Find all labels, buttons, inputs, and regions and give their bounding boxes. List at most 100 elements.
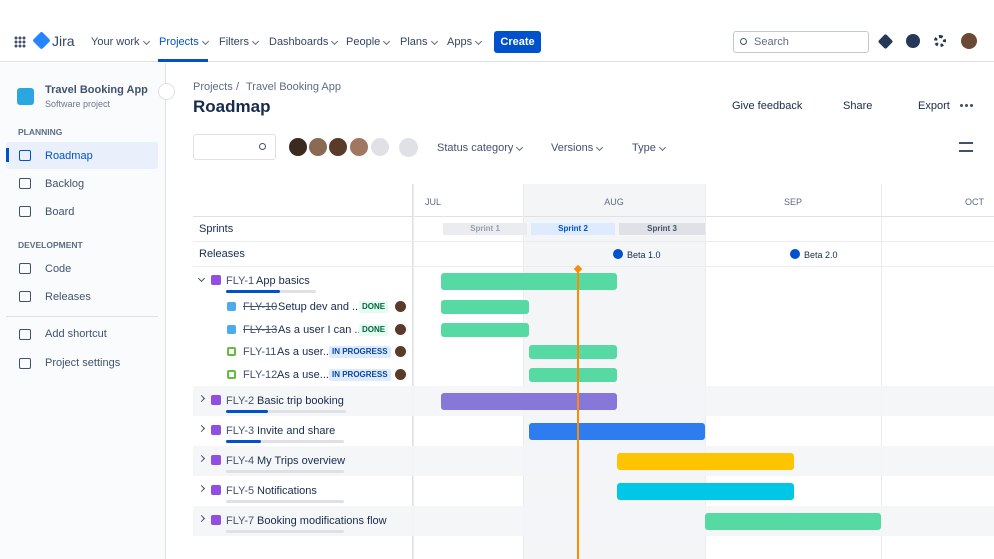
nav-item[interactable]: Projects <box>159 36 199 48</box>
filter-dropdown[interactable]: Versions <box>551 142 594 154</box>
sprint-pill: Sprint 3 <box>619 223 705 235</box>
epic-bar[interactable] <box>441 393 617 410</box>
nav-item[interactable]: Filters <box>219 36 249 48</box>
roadmap-search[interactable] <box>193 134 276 160</box>
user-avatar[interactable] <box>961 33 977 49</box>
child-bar[interactable] <box>529 367 617 382</box>
issue-name[interactable]: Basic trip booking <box>257 395 344 407</box>
child-key[interactable]: FLY-11 <box>243 346 277 358</box>
status-tag: DONE <box>359 323 389 336</box>
issue-key[interactable]: FLY-5 <box>226 485 255 497</box>
issue-name[interactable]: Booking modifications flow <box>257 515 387 527</box>
breadcrumb[interactable]: Projects <box>193 81 233 93</box>
avatar[interactable] <box>369 136 391 158</box>
avatar[interactable] <box>307 136 329 158</box>
section-title: DEVELOPMENT <box>18 240 83 250</box>
progress-track <box>226 440 344 443</box>
epic-icon <box>211 455 221 465</box>
page-title: Roadmap <box>193 97 271 116</box>
child-key[interactable]: FLY-12 <box>243 368 278 381</box>
sidebar-item[interactable]: Code <box>45 263 72 275</box>
issue-name[interactable]: App basics <box>256 275 310 287</box>
sidebar-divider <box>6 316 158 317</box>
child-key[interactable]: FLY-10 <box>243 301 278 313</box>
search-icon <box>740 38 747 45</box>
progress-track <box>226 470 344 473</box>
avatar[interactable] <box>287 136 309 158</box>
sidebar-item[interactable]: Roadmap <box>45 150 93 162</box>
issue-name[interactable]: My Trips overview <box>257 455 346 467</box>
filter-dropdown[interactable]: Type <box>632 142 656 154</box>
nav-icon <box>19 178 31 189</box>
sidebar-item[interactable]: Project settings <box>45 357 121 369</box>
issue-name[interactable]: Invite and share <box>257 425 336 437</box>
assignee-avatar <box>395 323 406 335</box>
nav-item[interactable]: People <box>346 36 381 48</box>
release-marker[interactable] <box>613 249 623 259</box>
view-settings[interactable] <box>959 142 973 152</box>
more-button[interactable] <box>959 104 973 107</box>
selected-marker <box>6 148 9 162</box>
nav-item[interactable]: Apps <box>447 36 473 48</box>
issue-name[interactable]: Notifications <box>257 485 317 497</box>
child-key[interactable]: FLY-13 <box>243 323 278 336</box>
issue-key[interactable]: FLY-1 <box>226 275 255 287</box>
story-icon <box>227 369 236 379</box>
filter-dropdown[interactable]: Status category <box>437 142 514 154</box>
progress-fill <box>226 410 268 413</box>
epic-bar[interactable] <box>441 273 617 290</box>
story-icon <box>227 347 236 356</box>
epic-bar[interactable] <box>617 483 794 500</box>
child-name[interactable]: Setup dev and ... <box>278 301 362 313</box>
sidebar-item[interactable]: Releases <box>45 291 91 303</box>
nav-item[interactable]: Your work <box>91 36 140 48</box>
month-label: OCT <box>965 197 984 207</box>
avatar[interactable] <box>348 136 370 158</box>
search-box[interactable] <box>733 31 869 53</box>
today-line <box>577 268 579 559</box>
add-people[interactable] <box>399 138 418 157</box>
sidebar-item[interactable]: Backlog <box>45 178 85 190</box>
nav-item[interactable]: Plans <box>400 36 428 48</box>
feedback-button[interactable]: Give feedback <box>732 100 803 112</box>
collapse-button[interactable] <box>158 83 175 100</box>
child-bar[interactable] <box>441 300 529 314</box>
month-divider <box>523 184 524 559</box>
progress-fill <box>226 440 262 443</box>
assignee-avatar <box>395 301 406 312</box>
child-name[interactable]: As a use... <box>277 368 329 381</box>
sidebar-item[interactable]: Add shortcut <box>45 328 107 340</box>
issue-key[interactable]: FLY-4 <box>226 455 255 467</box>
help-icon[interactable] <box>906 34 920 48</box>
settings-icon[interactable] <box>934 35 946 47</box>
release-marker[interactable] <box>790 249 800 259</box>
breadcrumb[interactable]: Travel Booking App <box>246 81 341 93</box>
child-bar[interactable] <box>529 345 617 359</box>
create-button[interactable]: Create <box>494 31 541 53</box>
story-icon <box>227 324 236 334</box>
child-name[interactable]: As a user... <box>277 346 333 358</box>
app-switcher[interactable] <box>14 36 26 48</box>
status-tag: IN PROGRESS <box>329 368 391 381</box>
epic-bar[interactable] <box>705 513 881 530</box>
export-button[interactable]: Export <box>918 100 950 112</box>
avatar[interactable] <box>327 136 349 158</box>
child-name[interactable]: As a user I can ... <box>278 323 364 336</box>
nav-icon <box>19 206 31 217</box>
month-divider <box>413 184 414 559</box>
project-type: Software project <box>45 99 111 109</box>
month-divider <box>705 184 706 559</box>
issue-key[interactable]: FLY-7 <box>226 515 255 527</box>
share-button[interactable]: Share <box>843 100 873 112</box>
sidebar-item[interactable]: Board <box>45 206 75 218</box>
release-label: Beta 2.0 <box>804 250 838 260</box>
project-name[interactable]: Travel Booking App <box>45 84 148 96</box>
epic-bar[interactable] <box>529 423 705 440</box>
nav-item[interactable]: Dashboards <box>269 36 329 48</box>
issue-key[interactable]: FLY-3 <box>226 425 255 437</box>
epic-bar[interactable] <box>617 453 794 470</box>
child-bar[interactable] <box>441 322 529 337</box>
row-label: Sprints <box>199 223 234 235</box>
logo-text[interactable]: Jira <box>52 33 75 49</box>
issue-key[interactable]: FLY-2 <box>226 395 255 407</box>
